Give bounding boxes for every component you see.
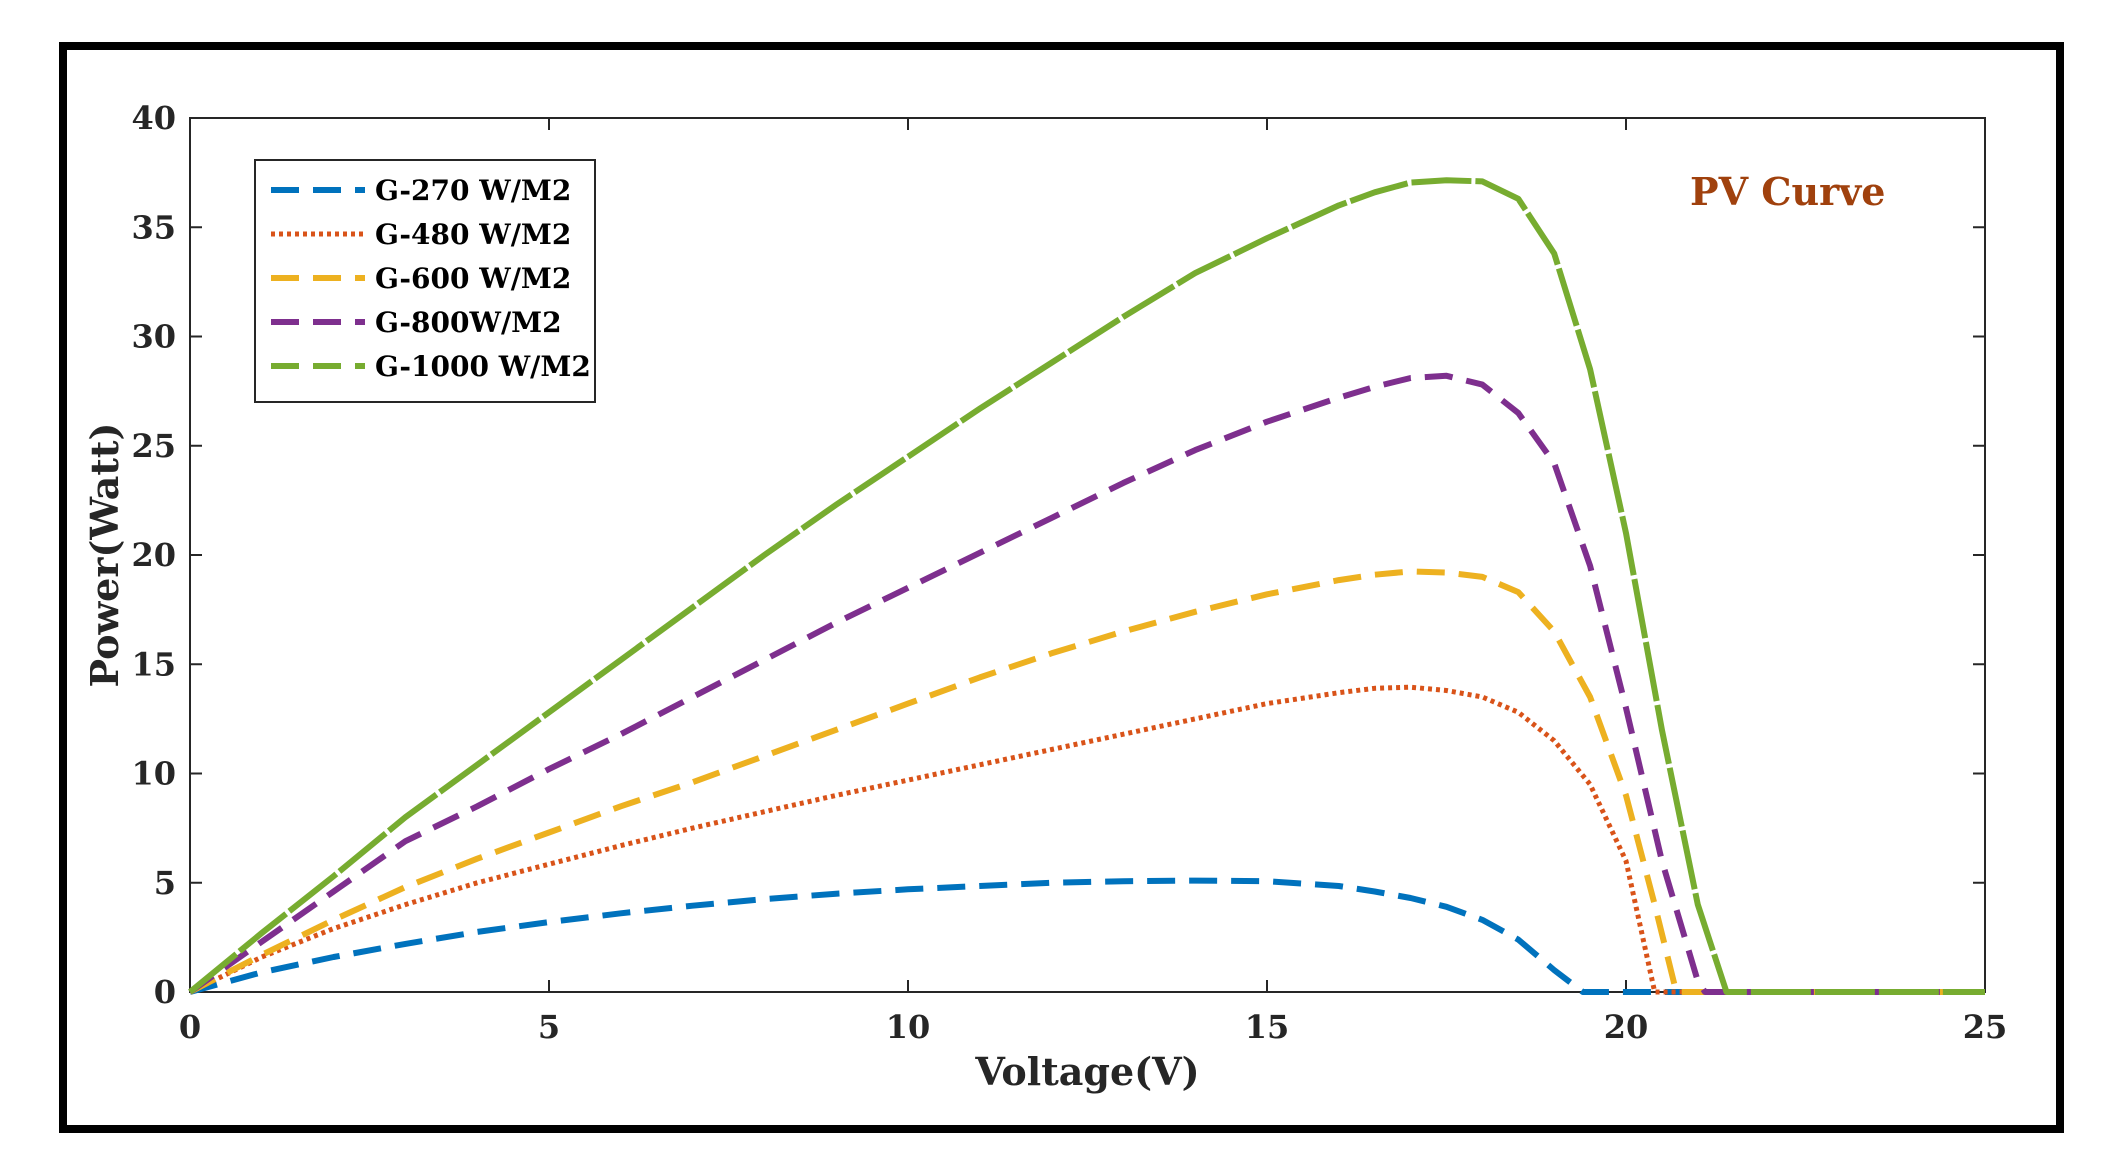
legend-label-4: G-1000 W/M2	[375, 350, 591, 383]
series-line-4	[188, 177, 1985, 995]
y-tick-label: 40	[131, 99, 176, 137]
x-tick-label: 15	[1245, 1008, 1290, 1046]
x-tick-label: 20	[1604, 1008, 1649, 1046]
y-tick-label: 15	[131, 645, 176, 683]
legend: G-270 W/M2 G-480 W/M2 G-600 W/M2 G-800W/M2 G…	[254, 159, 596, 403]
x-tick-label: 25	[1963, 1008, 2008, 1046]
series-line-3	[188, 372, 1985, 995]
x-tick-label: 10	[886, 1008, 931, 1046]
x-tick-label: 5	[538, 1008, 560, 1046]
axis-ticks: 0 5 10 15 20 25 0 5 10 15 20 25 30 35 40	[131, 99, 2007, 1046]
y-tick-label: 10	[131, 755, 176, 793]
legend-label-0: G-270 W/M2	[375, 174, 571, 207]
x-axis-label: Voltage(V)	[974, 1049, 1199, 1094]
y-tick-label: 35	[131, 208, 176, 246]
legend-label-1: G-480 W/M2	[375, 218, 571, 251]
y-tick-label: 5	[154, 864, 176, 902]
series-lines	[188, 177, 1985, 995]
y-tick-label: 0	[154, 973, 176, 1011]
series-line-2	[188, 568, 1985, 995]
series-line-0	[189, 877, 1985, 995]
y-tick-label: 25	[131, 427, 176, 465]
y-tick-label: 30	[131, 318, 176, 356]
legend-label-2: G-600 W/M2	[375, 262, 571, 295]
legend-box	[254, 159, 596, 403]
y-axis-label: Power(Watt)	[82, 423, 127, 688]
y-tick-label: 20	[131, 536, 176, 574]
legend-label-3: G-800W/M2	[375, 306, 562, 339]
x-tick-label: 0	[179, 1008, 201, 1046]
series-line-1	[188, 684, 1985, 995]
pv-curve-annotation: PV Curve	[1690, 169, 1885, 214]
